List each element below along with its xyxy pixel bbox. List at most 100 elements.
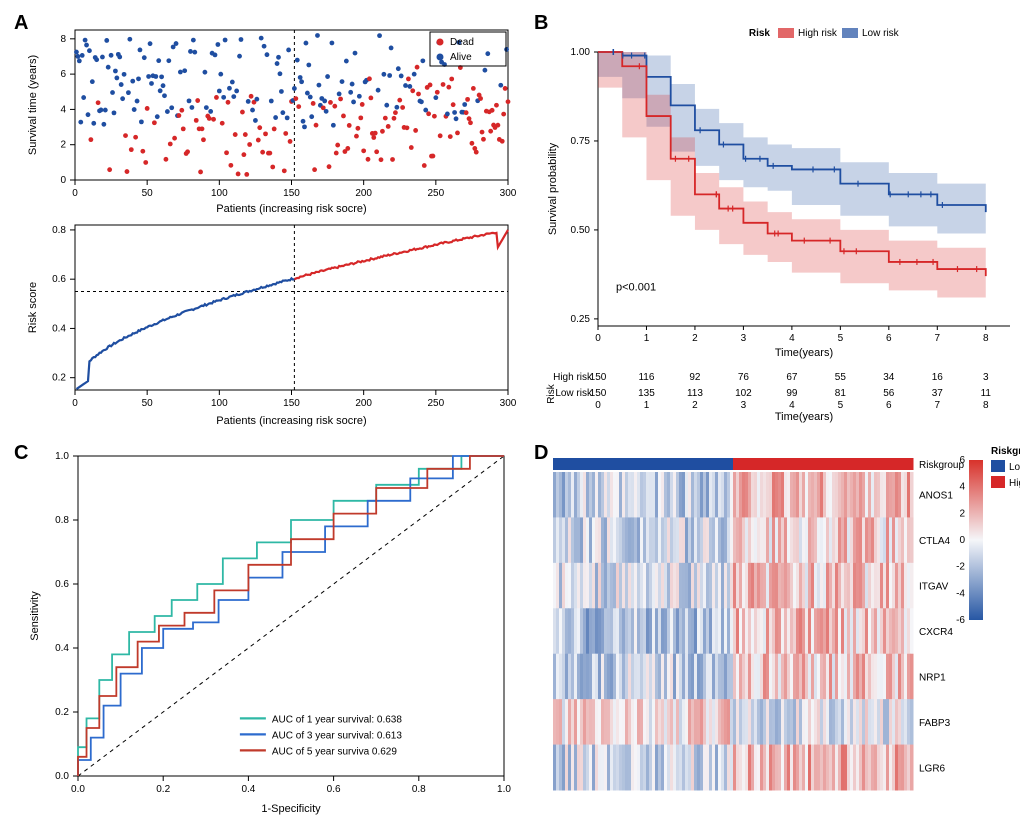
svg-text:50: 50 [142, 398, 154, 409]
svg-text:Risk score: Risk score [27, 282, 39, 333]
svg-text:250: 250 [427, 188, 444, 199]
svg-text:6: 6 [959, 455, 965, 466]
svg-text:ANOS1: ANOS1 [919, 491, 953, 502]
svg-text:76: 76 [738, 372, 750, 383]
svg-text:4: 4 [789, 400, 795, 411]
panel-a-riskscore: 0501001502002503000.20.40.60.8Patients (… [20, 215, 520, 430]
svg-text:0.2: 0.2 [156, 784, 170, 795]
svg-text:1: 1 [644, 333, 650, 344]
svg-text:3: 3 [741, 333, 747, 344]
svg-text:Riskgroup: Riskgroup [919, 460, 964, 471]
svg-text:LGR6: LGR6 [919, 763, 946, 774]
svg-text:6: 6 [60, 69, 66, 80]
svg-text:50: 50 [142, 188, 154, 199]
svg-text:0.6: 0.6 [52, 274, 66, 285]
svg-text:Time(years): Time(years) [775, 411, 833, 423]
svg-text:1.0: 1.0 [55, 451, 69, 462]
svg-text:55: 55 [835, 372, 847, 383]
svg-text:300: 300 [500, 188, 517, 199]
svg-text:200: 200 [355, 398, 372, 409]
svg-text:Low risk: Low risk [862, 28, 900, 39]
svg-text:0: 0 [959, 535, 965, 546]
svg-text:150: 150 [590, 372, 607, 383]
svg-text:Survival time (years): Survival time (years) [27, 55, 39, 155]
svg-text:5: 5 [838, 400, 844, 411]
svg-text:1.00: 1.00 [571, 47, 591, 58]
svg-text:81: 81 [835, 388, 847, 399]
svg-text:0: 0 [595, 333, 601, 344]
svg-text:High risk: High risk [553, 372, 593, 383]
svg-text:Low risk: Low risk [555, 388, 593, 399]
svg-text:Patients (increasing risk socr: Patients (increasing risk socre) [216, 203, 366, 215]
svg-text:0.4: 0.4 [241, 784, 255, 795]
svg-text:116: 116 [638, 372, 654, 383]
svg-text:67: 67 [786, 372, 798, 383]
svg-text:0: 0 [72, 398, 78, 409]
svg-text:Riskgroup: Riskgroup [991, 446, 1020, 457]
svg-text:0.2: 0.2 [52, 373, 66, 384]
svg-text:11: 11 [981, 388, 992, 399]
svg-text:Patients (increasing risk socr: Patients (increasing risk socre) [216, 415, 366, 427]
svg-text:0.6: 0.6 [55, 579, 69, 590]
svg-text:3: 3 [741, 400, 747, 411]
svg-text:Survival probability: Survival probability [547, 142, 559, 235]
svg-text:6: 6 [886, 400, 892, 411]
svg-text:37: 37 [932, 388, 944, 399]
svg-text:0.25: 0.25 [571, 314, 591, 325]
svg-text:0: 0 [72, 188, 78, 199]
svg-text:2: 2 [692, 400, 698, 411]
svg-text:100: 100 [211, 398, 228, 409]
svg-text:CXCR4: CXCR4 [919, 627, 953, 638]
svg-text:0.50: 0.50 [571, 225, 591, 236]
svg-text:0: 0 [60, 175, 66, 186]
svg-text:102: 102 [735, 388, 752, 399]
svg-text:5: 5 [838, 333, 844, 344]
svg-text:0.6: 0.6 [327, 784, 341, 795]
svg-text:p<0.001: p<0.001 [616, 281, 656, 293]
svg-text:CTLA4: CTLA4 [919, 536, 951, 547]
svg-text:2: 2 [959, 508, 965, 519]
svg-text:AUC of 1 year survival: 0.638: AUC of 1 year survival: 0.638 [272, 714, 402, 725]
svg-text:99: 99 [786, 388, 798, 399]
svg-text:Time(years): Time(years) [775, 347, 833, 359]
svg-text:Dead: Dead [450, 37, 474, 48]
svg-text:3: 3 [983, 372, 989, 383]
svg-text:Low: Low [1009, 462, 1020, 473]
svg-text:AUC of 3 year survival: 0.613: AUC of 3 year survival: 0.613 [272, 730, 402, 741]
svg-text:6: 6 [886, 333, 892, 344]
svg-text:2: 2 [60, 140, 66, 151]
svg-text:92: 92 [689, 372, 701, 383]
svg-text:1.0: 1.0 [497, 784, 511, 795]
svg-text:135: 135 [638, 388, 655, 399]
svg-text:150: 150 [590, 388, 607, 399]
panel-c-roc: 0.00.00.20.20.40.40.60.60.80.81.01.01-Sp… [20, 440, 520, 820]
svg-text:8: 8 [983, 333, 989, 344]
svg-text:8: 8 [60, 34, 66, 45]
svg-text:AUC of 5 year surviva 0.629: AUC of 5 year surviva 0.629 [272, 746, 397, 757]
svg-text:0.75: 0.75 [571, 136, 591, 147]
svg-text:34: 34 [883, 372, 895, 383]
svg-text:0.8: 0.8 [52, 225, 66, 236]
svg-text:7: 7 [935, 400, 941, 411]
svg-text:ITGAV: ITGAV [919, 582, 949, 593]
svg-text:56: 56 [883, 388, 895, 399]
svg-text:0.0: 0.0 [55, 771, 69, 782]
svg-text:2: 2 [692, 333, 698, 344]
svg-text:Alive: Alive [450, 52, 472, 63]
svg-text:NRP1: NRP1 [919, 672, 946, 683]
svg-text:-4: -4 [956, 588, 965, 599]
svg-text:-2: -2 [956, 562, 965, 573]
svg-text:High: High [1009, 478, 1020, 489]
svg-text:200: 200 [355, 188, 372, 199]
svg-text:0.8: 0.8 [55, 515, 69, 526]
svg-text:High risk: High risk [798, 28, 838, 39]
svg-text:16: 16 [932, 372, 944, 383]
svg-text:Risk: Risk [749, 28, 771, 39]
svg-text:-6: -6 [956, 615, 965, 626]
svg-text:8: 8 [983, 400, 989, 411]
svg-text:0.8: 0.8 [412, 784, 426, 795]
svg-text:FABP3: FABP3 [919, 718, 951, 729]
panel-a-scatter: 05010015020025030002468Patients (increas… [20, 18, 520, 218]
svg-text:4: 4 [959, 482, 965, 493]
svg-text:0: 0 [595, 400, 601, 411]
